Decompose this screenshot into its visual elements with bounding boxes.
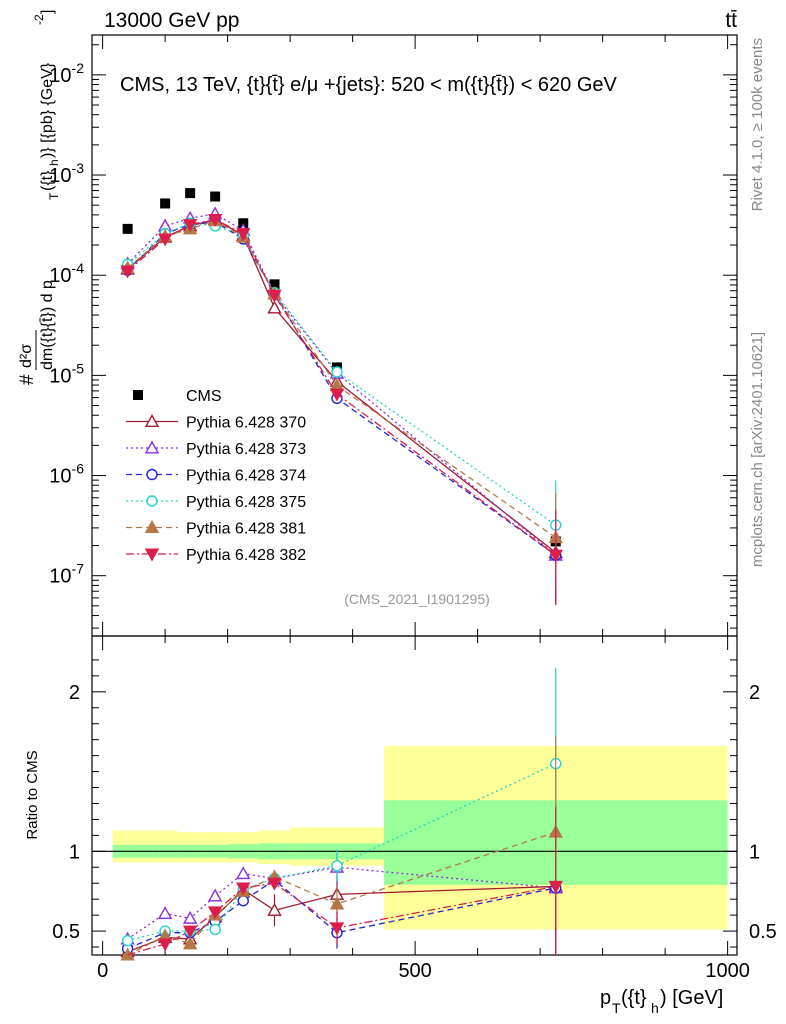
ylabel-hash: # (17, 374, 38, 385)
ratio-panel: 0.5 0.5 1 1 2 2 (52, 635, 777, 961)
ylabel-units-exp: -2 (32, 14, 46, 25)
ratio-series-point (267, 902, 282, 916)
xlabel-sub-h: h (651, 1000, 659, 1016)
chart-title: CMS, 13 TeV, {t}{t̄} e/μ +{jets}: 520 < … (120, 74, 618, 96)
ratio-series-point (157, 938, 173, 952)
y-tick-label: 10-6 (49, 461, 84, 488)
cms-data-point (269, 279, 280, 290)
x-tick-label: 1000 (705, 960, 750, 982)
ratio-series-point (157, 906, 173, 920)
rivet-label: Rivet 4.1.0, ≥ 100k events (749, 38, 766, 211)
mc-series-point (236, 228, 251, 242)
ratio-series-point (207, 888, 223, 902)
x-axis-label: p T ({t} h ) [GeV] (600, 987, 723, 1016)
cms-data-point (185, 188, 196, 199)
mc-series-point (207, 213, 223, 227)
ratio-series-line (127, 831, 556, 956)
y-tick-label: 10-2 (49, 60, 84, 87)
legend-marker (144, 414, 160, 427)
x-axis: 0 500 1000 (97, 960, 750, 982)
mc-series-point (548, 549, 563, 563)
mc-series-line (127, 213, 557, 556)
legend-marker (144, 520, 160, 533)
cms-data-point (160, 198, 171, 209)
ratio-series-point (182, 936, 198, 950)
legend-label: Pythia 6.428 373 (186, 441, 306, 458)
svg-text:#: # (17, 374, 38, 385)
legend-marker (146, 495, 158, 507)
mc-series-point (267, 289, 282, 303)
ylabel-top: ({t} (39, 170, 56, 191)
ylabel-close: ] (39, 10, 56, 14)
y-tick-label: 10-5 (49, 360, 84, 387)
ratio-series-point (209, 923, 221, 936)
ratio-series-point (237, 895, 249, 907)
y-tick-label: 10-7 (49, 561, 84, 588)
mc-series-point (329, 388, 345, 402)
ratio-series-point (121, 934, 134, 947)
xlabel-p: p (600, 987, 611, 1009)
y-axis-label: # d²σ dm({t}{t̄}) d p T ({t} h )} [{pb} … (17, 10, 61, 385)
ratio-series-point (267, 877, 282, 891)
cms-data-point (210, 191, 221, 202)
legend-label: Pythia 6.428 375 (186, 494, 306, 511)
ylabel-numerator: d²σ (18, 344, 35, 368)
ratio-series-point (331, 859, 343, 872)
legend-label: Pythia 6.428 381 (186, 521, 306, 538)
x-tick-label: 500 (398, 960, 431, 982)
xlabel-sub-t: T (612, 1000, 621, 1016)
ratio-series-point (329, 896, 345, 910)
mc-series-point (331, 366, 343, 378)
mc-series-line (127, 222, 557, 526)
process-label: tt̄ (725, 9, 737, 32)
ratio-y-tick-label-right: 2 (749, 682, 760, 704)
x-tick-label: 0 (97, 960, 108, 982)
xlabel-units: ) [GeV] (660, 987, 723, 1009)
ratio-y-tick-label-right: 0.5 (749, 921, 777, 943)
ratio-series-point (236, 882, 251, 896)
ylabel-sub-t: T (47, 192, 61, 200)
ratio-frame (91, 635, 738, 956)
ylabel-denominator: dm({t}{t̄}) d p (39, 280, 56, 370)
ratio-y-tick-label: 2 (69, 682, 80, 704)
ratio-series-point (207, 906, 223, 920)
ratio-y-tick-label: 1 (69, 841, 80, 863)
mc-series-point (120, 265, 135, 279)
mc-series-point (157, 233, 173, 247)
ratio-series-point (182, 910, 198, 924)
ratio-series-point (329, 922, 345, 936)
legend-marker (144, 548, 160, 562)
ratio-series-point (236, 866, 251, 880)
ratio-series-point (548, 880, 563, 894)
legend-label: Pythia 6.428 382 (186, 547, 306, 564)
legend-marker (146, 468, 158, 481)
upper-panel: 10-7 10-6 10-5 10-4 10-3 10-2 (49, 34, 738, 637)
y-tick-label: 10-4 (49, 260, 84, 287)
site-label: mcplots.cern.ch [arXiv:2401.10621] (749, 332, 766, 567)
xlabel-top: ({t} (621, 987, 647, 1009)
ratio-y-tick-label-right: 1 (749, 841, 760, 863)
energy-label: 13000 GeV pp (104, 9, 239, 32)
mc-series-point (267, 300, 282, 314)
legend-label: Pythia 6.428 374 (186, 468, 306, 485)
ylabel-sub-h: h (47, 159, 61, 166)
analysis-label: (CMS_2021_I1901295) (344, 591, 490, 607)
legend-label: Pythia 6.428 370 (186, 415, 306, 432)
ratio-ylabel: Ratio to CMS (24, 750, 41, 839)
ylabel-units: )} [{pb} {GeV} (39, 62, 56, 158)
upper-frame (91, 34, 738, 637)
y-tick-label: 10-3 (49, 160, 84, 187)
mc-series-line (127, 219, 557, 539)
ratio-y-tick-label: 0.5 (52, 921, 80, 943)
legend-marker-cms (133, 390, 143, 400)
legend: CMS Pythia 6.428 370 Pythia 6.428 373 Pythi… (126, 388, 306, 564)
mc-series-point (182, 219, 198, 233)
cms-data-point (122, 223, 133, 234)
legend-marker (144, 440, 160, 454)
legend-label-cms: CMS (186, 388, 222, 405)
ratio-series-point (182, 925, 198, 939)
